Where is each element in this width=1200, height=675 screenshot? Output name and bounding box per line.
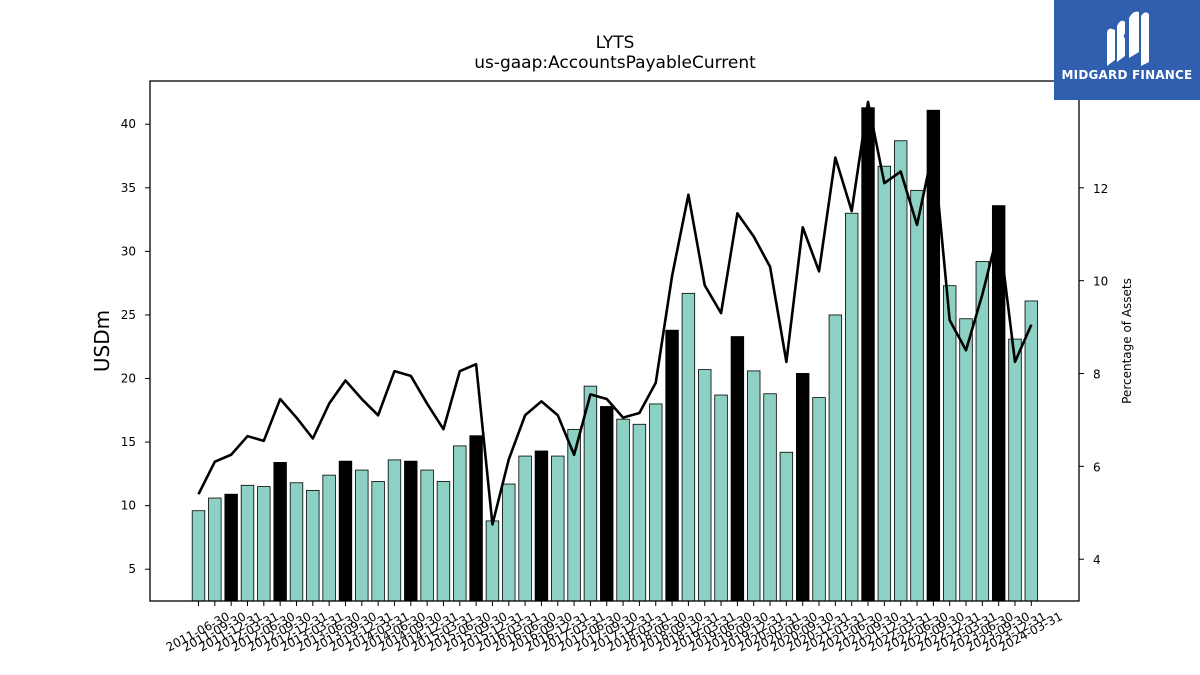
chart-title: LYTS xyxy=(596,33,635,53)
y-tick-label: 35 xyxy=(121,181,136,195)
bar xyxy=(534,450,549,602)
bar xyxy=(1024,300,1039,602)
y-tick-label: 30 xyxy=(121,244,136,258)
bar xyxy=(224,493,238,602)
bar xyxy=(404,460,418,602)
bar xyxy=(502,483,516,602)
bar xyxy=(387,459,402,602)
bar xyxy=(747,370,761,602)
y-tick-label: 15 xyxy=(121,435,136,449)
bar xyxy=(730,336,745,602)
y2-tick-label: 4 xyxy=(1093,553,1101,567)
bar xyxy=(714,394,728,602)
bar xyxy=(518,455,532,602)
bar xyxy=(306,489,320,602)
bar xyxy=(812,397,826,602)
y2-tick-label: 8 xyxy=(1093,368,1101,382)
series-line xyxy=(197,100,1033,526)
y2-axis: 4 6 8 10 12 xyxy=(1079,182,1108,567)
bar xyxy=(1008,338,1022,602)
bar xyxy=(861,107,875,602)
y2-tick-label: 12 xyxy=(1093,182,1108,196)
bar xyxy=(779,451,794,602)
y-tick-label: 25 xyxy=(121,308,136,322)
bar xyxy=(420,469,434,602)
x-axis: 2011-06-302011-09-302011-12-312012-03-31… xyxy=(164,601,1065,654)
y-axis-label: USDm xyxy=(90,310,114,372)
bar xyxy=(469,435,483,602)
y-tick-label: 5 xyxy=(128,562,136,576)
y-tick-label: 20 xyxy=(121,372,136,386)
bar xyxy=(942,285,957,602)
bar xyxy=(355,469,369,602)
bar xyxy=(191,510,206,602)
bar xyxy=(877,165,892,602)
bar xyxy=(583,385,598,602)
plot-frame xyxy=(149,80,1080,602)
bar xyxy=(453,445,467,602)
bar xyxy=(632,423,647,602)
bar xyxy=(273,462,287,602)
bar xyxy=(698,369,712,602)
bar xyxy=(436,481,451,602)
y-axis: 5 10 15 20 25 30 35 40 xyxy=(121,117,150,576)
y2-axis-label: Percentage of Assets xyxy=(1120,278,1134,404)
bar xyxy=(257,486,271,602)
bar xyxy=(681,292,696,602)
bar xyxy=(208,497,222,602)
bar xyxy=(828,314,843,602)
bar xyxy=(485,520,500,602)
line-layer xyxy=(197,100,1033,526)
bars-layer xyxy=(191,107,1039,602)
bar xyxy=(338,460,353,602)
y2-tick-label: 10 xyxy=(1093,275,1108,289)
y-tick-label: 10 xyxy=(121,499,136,513)
bar xyxy=(959,318,973,602)
midgard-logo-icon xyxy=(1107,11,1149,67)
bar xyxy=(616,418,630,602)
y2-tick-label: 6 xyxy=(1093,460,1101,474)
y-tick-label: 40 xyxy=(121,117,136,131)
bar xyxy=(240,484,255,602)
bar xyxy=(893,140,908,602)
bar xyxy=(289,482,304,602)
bar xyxy=(910,189,924,602)
bar xyxy=(845,212,859,602)
midgard-logo: MIDGARD FINANCE xyxy=(1054,0,1200,100)
bar xyxy=(371,481,385,602)
bar xyxy=(322,474,336,602)
bar xyxy=(763,393,777,602)
chart-subtitle: us-gaap:AccountsPayableCurrent xyxy=(474,53,756,73)
logo-text: MIDGARD FINANCE xyxy=(1061,68,1193,82)
bar xyxy=(551,455,565,602)
bar xyxy=(600,406,614,602)
bar xyxy=(796,373,810,602)
bar xyxy=(665,329,679,602)
bar xyxy=(649,403,663,602)
